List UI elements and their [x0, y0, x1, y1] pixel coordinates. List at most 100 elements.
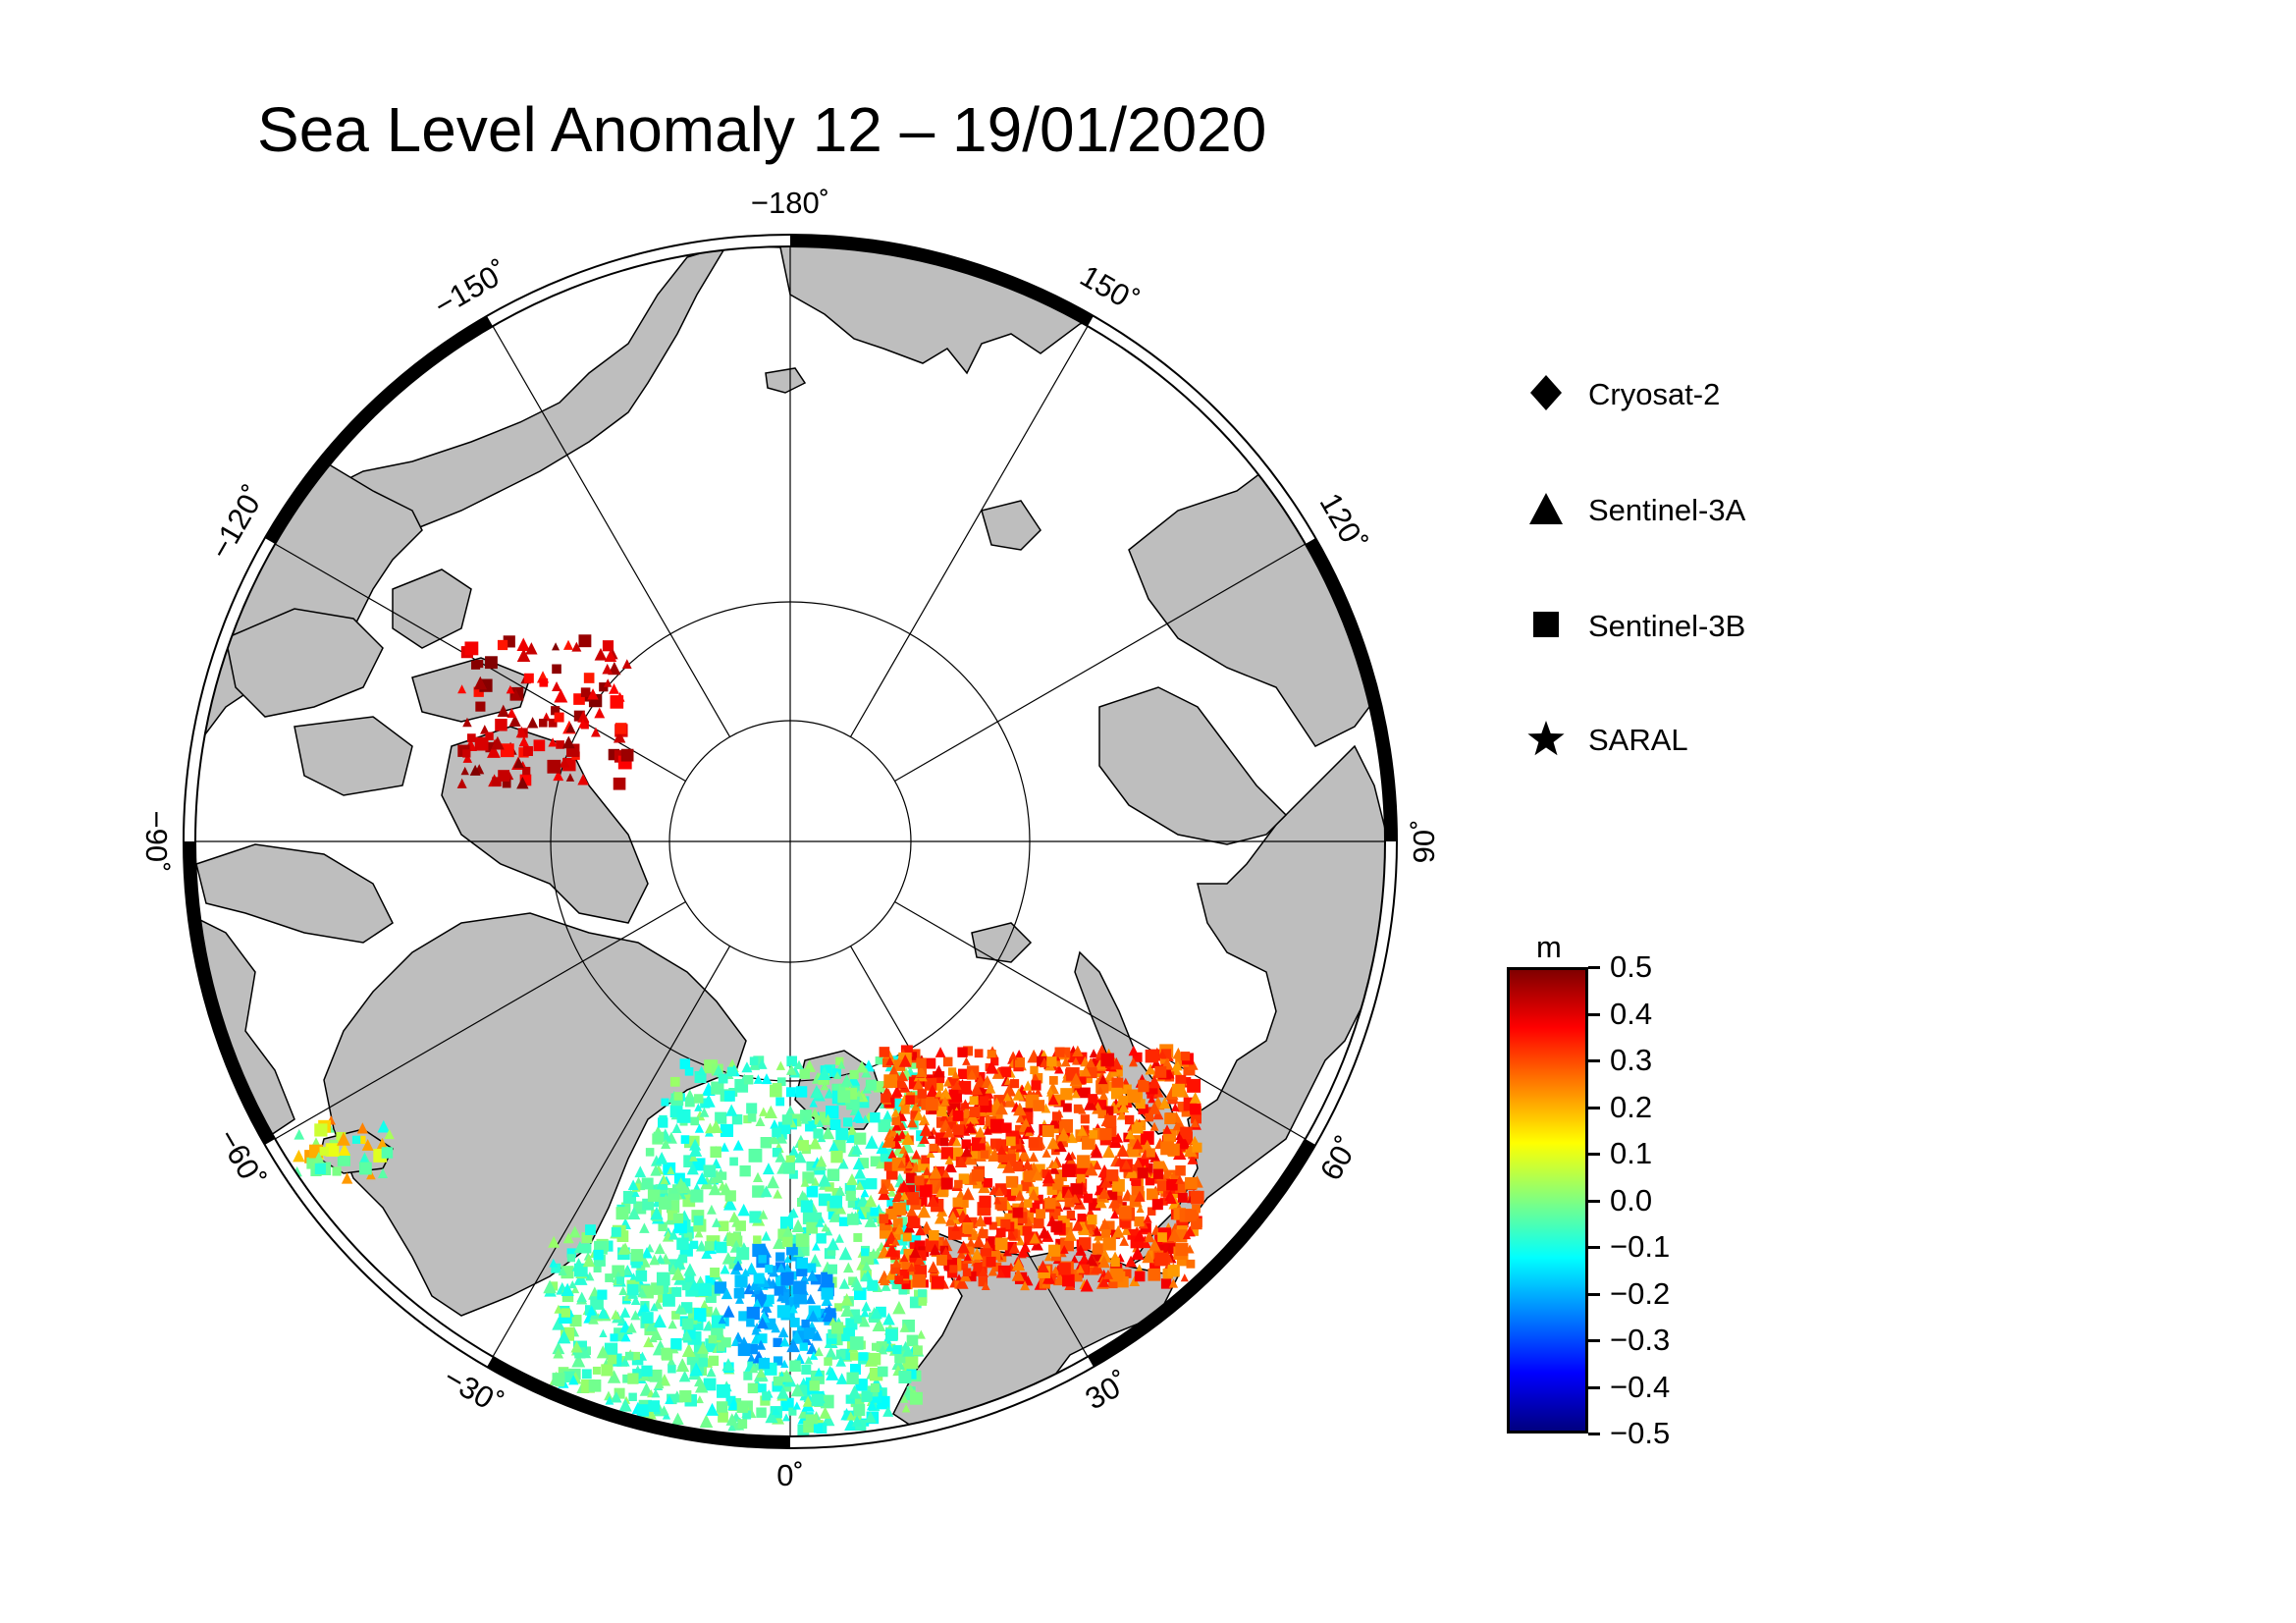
sla-marker — [1102, 1269, 1114, 1279]
sla-marker — [870, 1306, 882, 1320]
sla-marker — [918, 1113, 931, 1126]
sla-marker — [1006, 1136, 1016, 1147]
sla-marker — [683, 1327, 696, 1340]
sla-marker — [539, 677, 549, 687]
sla-marker — [925, 1057, 936, 1069]
sla-marker — [942, 1056, 953, 1067]
sla-marker — [958, 1068, 969, 1079]
sla-marker — [917, 1089, 928, 1099]
sla-marker — [574, 1347, 586, 1359]
sla-marker — [1187, 1078, 1201, 1093]
sla-marker — [720, 1123, 734, 1138]
sla-marker — [696, 1171, 709, 1185]
sla-marker — [746, 1103, 758, 1114]
sla-marker — [996, 1227, 1006, 1238]
sla-marker — [523, 673, 534, 683]
sla-marker — [866, 1399, 878, 1411]
sla-marker — [1092, 1243, 1104, 1255]
sla-marker — [561, 735, 575, 749]
sla-marker — [1157, 1049, 1167, 1058]
sla-marker — [1076, 1264, 1085, 1273]
colorbar-label: 0.2 — [1610, 1089, 1653, 1124]
sla-marker — [1111, 1224, 1125, 1238]
sla-marker — [636, 1265, 646, 1274]
sla-marker — [1077, 1155, 1091, 1168]
sla-marker — [885, 1208, 897, 1220]
sla-marker — [854, 1315, 863, 1324]
sla-marker — [1158, 1097, 1171, 1109]
sla-marker — [835, 1356, 846, 1367]
sla-marker — [551, 706, 561, 716]
sla-marker — [1048, 1244, 1061, 1257]
sla-marker — [509, 688, 522, 701]
sla-marker — [866, 1178, 878, 1190]
sla-marker — [777, 1326, 789, 1338]
sla-marker — [547, 759, 561, 774]
sla-marker — [1093, 1160, 1102, 1170]
sla-marker — [659, 1405, 669, 1416]
sla-marker — [927, 1194, 939, 1208]
sla-marker — [467, 733, 476, 742]
sla-marker — [680, 1135, 690, 1144]
sla-marker — [669, 1184, 679, 1194]
sla-marker — [694, 1228, 704, 1238]
sla-marker — [462, 717, 472, 728]
sla-marker — [1036, 1209, 1045, 1219]
sla-marker — [1022, 1225, 1033, 1236]
sla-marker — [892, 1217, 903, 1228]
sla-marker — [1073, 1105, 1083, 1113]
sla-marker — [554, 688, 568, 703]
sla-marker — [492, 777, 502, 786]
sla-marker — [800, 1200, 814, 1213]
sla-marker — [826, 1308, 836, 1319]
sla-marker — [557, 1329, 571, 1344]
sla-marker — [1097, 1255, 1111, 1269]
sla-marker — [1121, 1084, 1132, 1095]
sla-marker — [771, 1323, 781, 1333]
sla-marker — [578, 634, 592, 648]
sla-marker — [886, 1198, 896, 1208]
sla-marker — [846, 1372, 859, 1384]
sla-marker — [821, 1271, 833, 1284]
sla-marker — [795, 1086, 808, 1098]
sla-marker — [898, 1121, 907, 1131]
sla-marker — [875, 1306, 886, 1318]
sla-marker — [1083, 1193, 1094, 1204]
sla-marker — [905, 1095, 915, 1105]
sla-marker — [1059, 1244, 1069, 1254]
sla-marker — [680, 1329, 693, 1341]
sla-marker — [649, 1254, 661, 1266]
sla-marker — [566, 1248, 576, 1258]
sla-marker — [975, 1115, 985, 1125]
sla-marker — [473, 676, 488, 690]
sla-marker — [733, 1287, 745, 1299]
sla-marker — [725, 1395, 736, 1406]
sla-marker — [679, 1390, 692, 1403]
sla-marker — [826, 1106, 839, 1119]
sla-marker — [609, 682, 619, 694]
sla-marker — [1050, 1160, 1060, 1169]
sla-marker — [703, 1321, 714, 1331]
sla-marker — [636, 1404, 650, 1417]
sla-marker — [1046, 1088, 1055, 1097]
sla-marker — [785, 1087, 796, 1098]
sla-marker — [891, 1116, 900, 1126]
sla-marker — [735, 1220, 746, 1231]
sla-marker — [1177, 1192, 1188, 1203]
sla-marker — [850, 1352, 859, 1361]
sla-marker — [958, 1080, 972, 1094]
sla-marker — [963, 1252, 972, 1261]
meridian-line — [492, 325, 731, 737]
sla-marker — [1172, 1060, 1183, 1071]
sla-marker — [844, 1182, 856, 1194]
sla-marker — [803, 1327, 816, 1339]
land-banks-island — [392, 568, 472, 649]
sla-marker — [698, 1357, 709, 1368]
sla-marker — [618, 1398, 632, 1412]
sla-marker — [774, 1286, 784, 1296]
sla-marker — [351, 1135, 361, 1144]
sla-marker — [771, 1406, 780, 1415]
sla-marker — [849, 1336, 864, 1350]
sla-marker — [1152, 1168, 1164, 1179]
sla-marker — [892, 1300, 906, 1315]
